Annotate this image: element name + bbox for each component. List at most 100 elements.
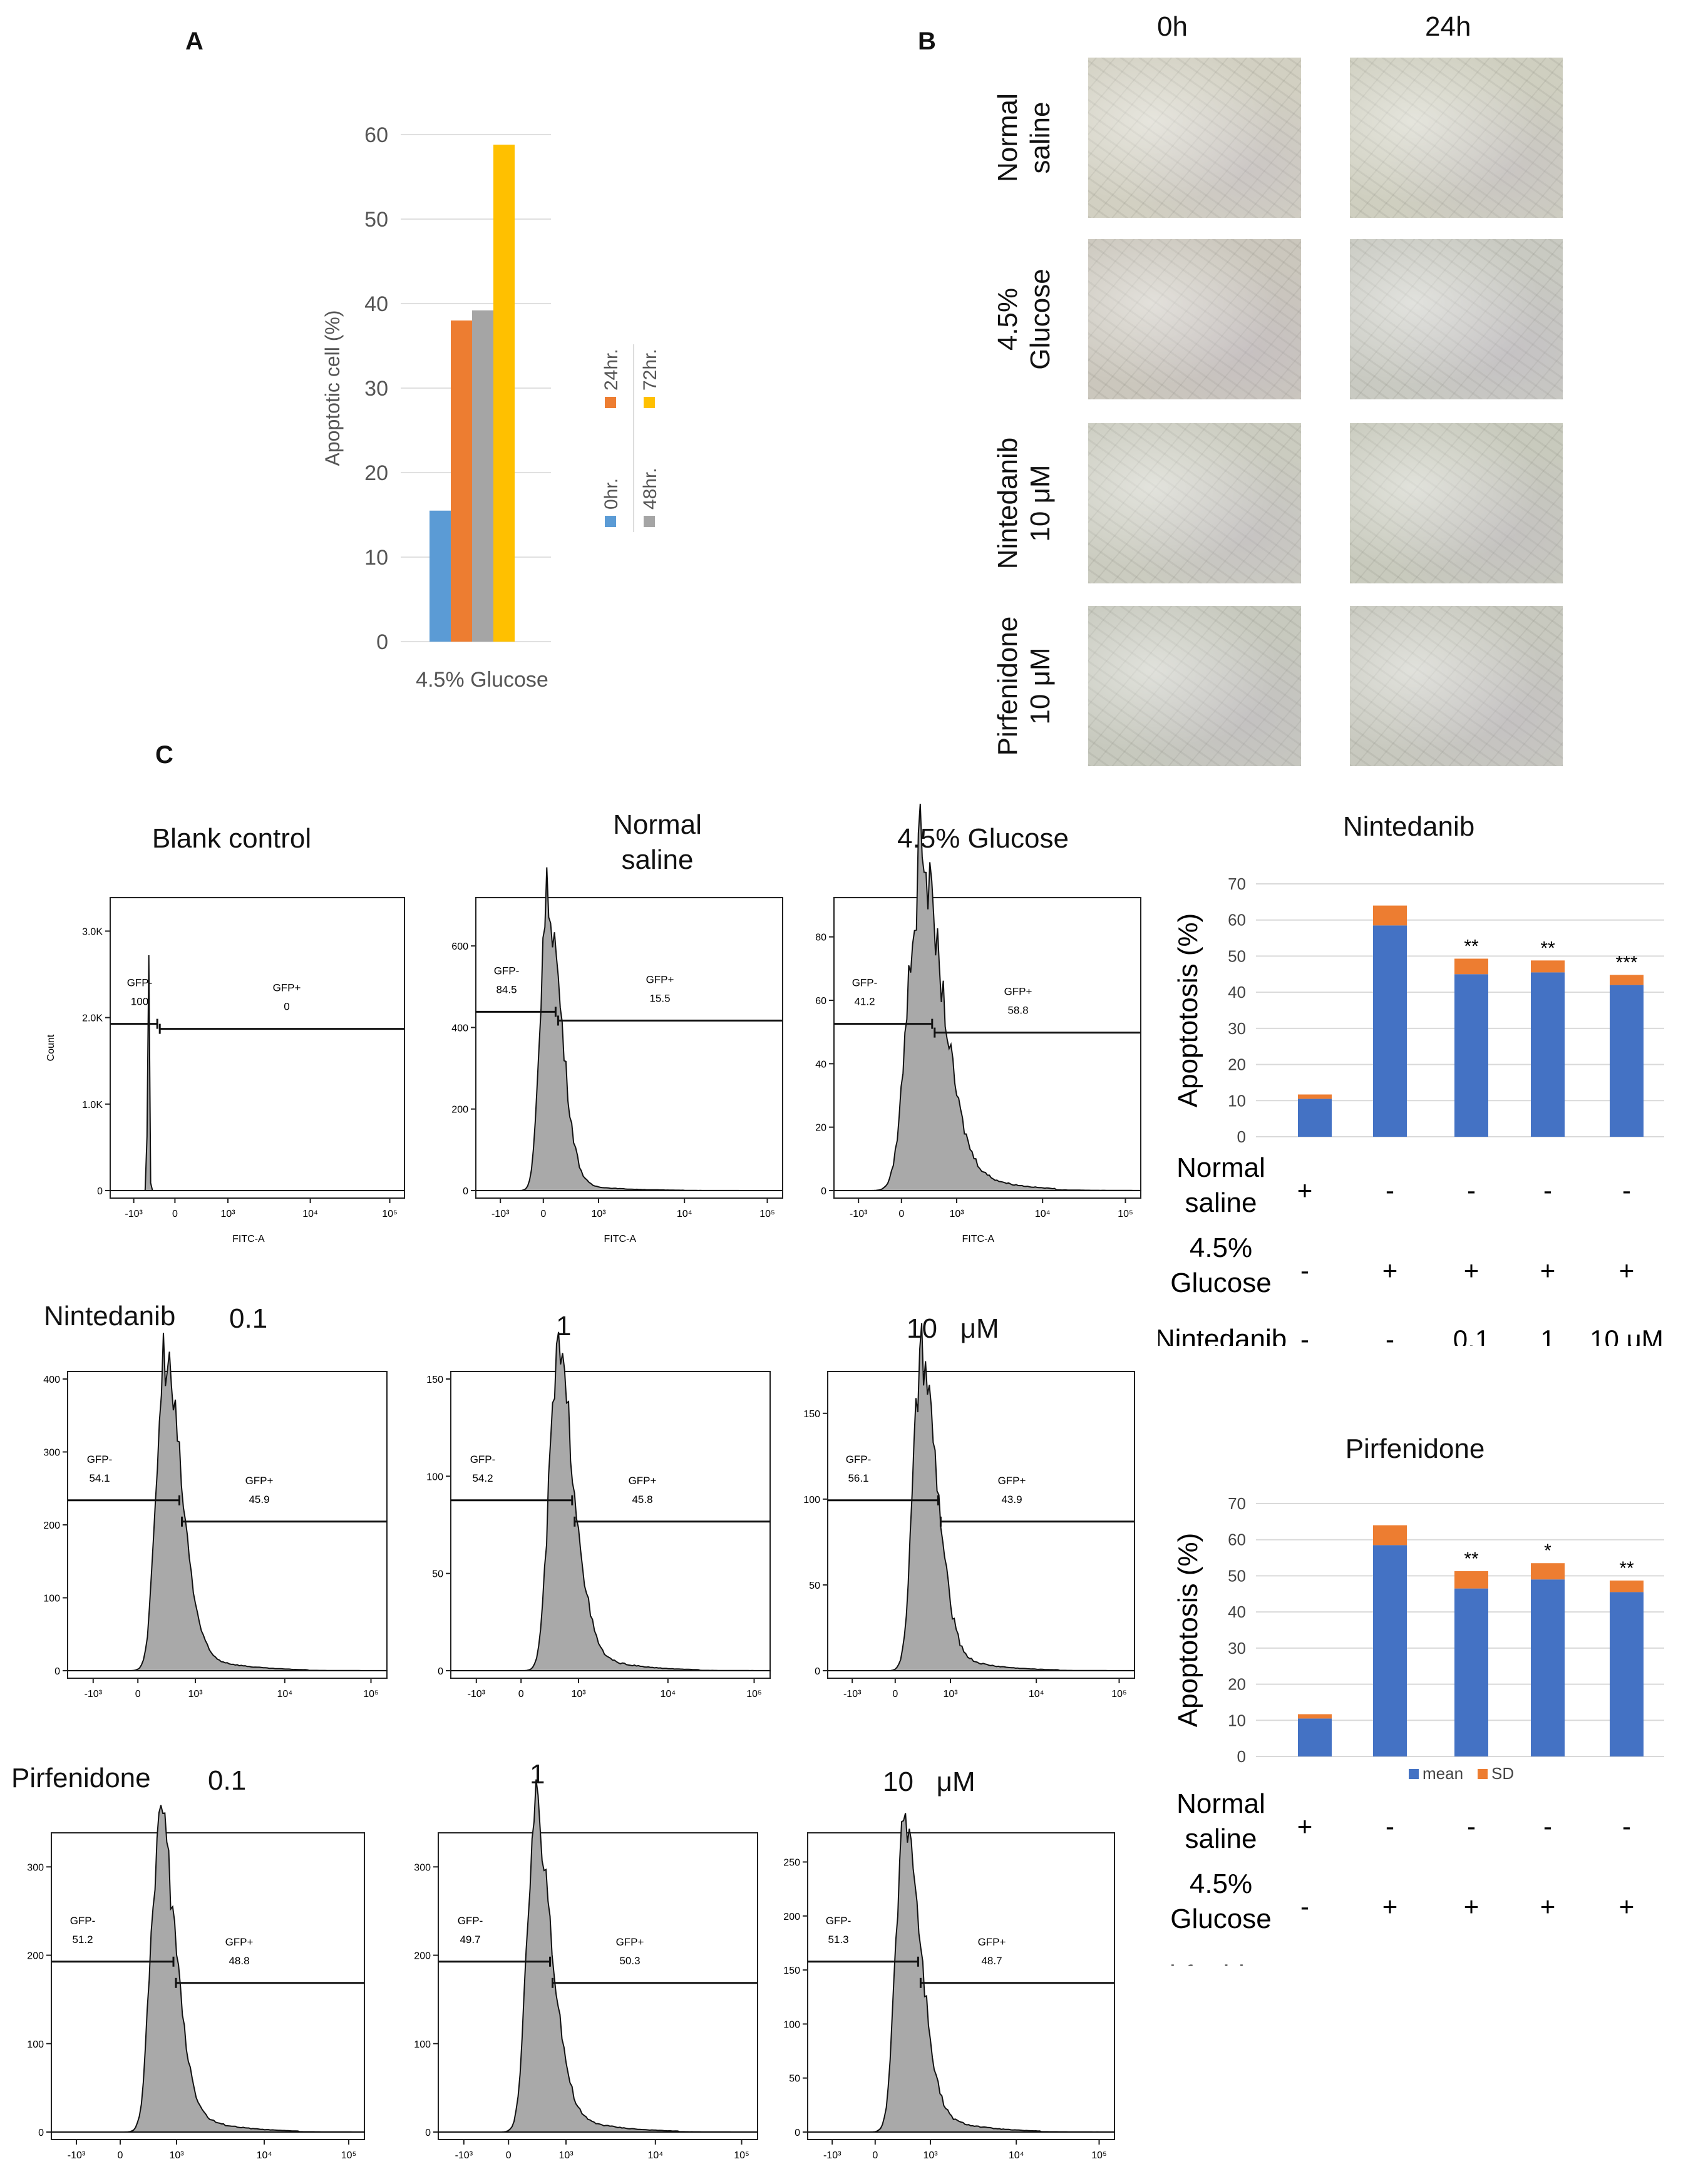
y-tick-label: 10 (364, 546, 388, 570)
y-tick-label: 3.0K (82, 926, 103, 937)
condition-value: + (1619, 1256, 1635, 1285)
gate-label: GFP+ (616, 1936, 644, 1948)
x-category-label: 4.5% Glucose (416, 668, 548, 692)
histogram-nin10: 0 50 100 150 -10³ 0 10³ 10⁴ 10⁵ GFP- 56.1 GFP+ 43.9 (803, 1323, 1135, 1700)
legend-label: 0hr. (601, 478, 622, 510)
y-tick-label: 200 (414, 1951, 431, 1962)
condition-value: - (1300, 1256, 1309, 1285)
y-tick-label: 150 (803, 1409, 820, 1420)
condition-value: + (1540, 1892, 1556, 1921)
y-tick-label: 30 (1228, 1019, 1246, 1038)
x-tick-label: 0 (892, 1689, 898, 1700)
histogram-nin1: 0 50 100 150 -10³ 0 10³ 10⁴ 10⁵ GFP- 54.2 GFP+ 45.8 (426, 1331, 771, 1700)
x-tick-label: 10⁵ (759, 1209, 774, 1219)
x-tick-label: 0 (898, 1209, 904, 1219)
y-tick-label: 50 (809, 1581, 820, 1591)
gate-label: GFP+ (629, 1475, 657, 1487)
pirfenidone-dose-1: 0.1 (208, 1765, 247, 1796)
condition-value: 1 (1540, 1325, 1555, 1346)
x-tick-label: -10³ (850, 1209, 868, 1219)
gate-label: GFP+ (998, 1475, 1026, 1487)
x-tick-label: 10⁴ (257, 2150, 272, 2161)
x-tick-label: 10³ (188, 1689, 203, 1700)
mean-bar (1373, 925, 1407, 1137)
condition-value: - (1300, 1961, 1309, 1966)
y-tick-label: 100 (803, 1495, 820, 1505)
y-tick-label: 200 (43, 1520, 60, 1531)
gfp-negative-value: 56.1 (848, 1472, 868, 1484)
gate-label: GFP+ (225, 1936, 254, 1948)
condition-value: 10 μM (1590, 1961, 1664, 1966)
y-tick-label: 60 (1228, 911, 1246, 930)
y-tick-label: 2.0K (82, 1013, 103, 1024)
condition-value: - (1543, 1176, 1552, 1205)
micrograph-image (1088, 58, 1301, 218)
significance-mark: *** (1615, 952, 1637, 973)
gfp-positive-value: 48.7 (981, 1955, 1002, 1967)
y-tick-label: 70 (1228, 1494, 1246, 1513)
condition-label: 4.5% (1190, 1233, 1252, 1263)
condition-value: - (1467, 1812, 1476, 1841)
y-tick-label: 10 (1228, 1711, 1246, 1730)
y-tick-label: 100 (783, 2019, 800, 2030)
condition-value: 1 (1540, 1961, 1555, 1966)
x-tick-label: -10³ (468, 1689, 486, 1700)
x-axis-label: FITC-A (604, 1234, 637, 1244)
y-tick-label: 40 (1228, 983, 1246, 1002)
condition-value: + (1382, 1256, 1398, 1285)
histogram-saline: 0 200 400 600 -10³ 0 10³ 10⁴ 10⁵ FITC-A GFP- 84.5 GF… (451, 867, 783, 1244)
gfp-positive-value: 0 (284, 1001, 289, 1013)
plot-frame (807, 1832, 1115, 2140)
y-tick-label: 50 (364, 208, 388, 232)
legend-label: 48hr. (640, 468, 661, 510)
condition-label: Pirfenidone (1158, 1960, 1290, 1966)
y-tick-label: 10 (1228, 1091, 1246, 1110)
y-tick-label: 50 (1228, 1566, 1246, 1585)
x-tick-label: 10³ (571, 1689, 586, 1700)
y-tick-label: 50 (432, 1569, 443, 1580)
histogram-blank: 0 1.0K 2.0K 3.0K -10³ 0 10³ 10⁴ 10⁵ FITC-A Count GF… (46, 897, 405, 1244)
condition-value: + (1540, 1256, 1556, 1285)
y-tick-label: 40 (815, 1059, 826, 1070)
y-tick-label: 0 (1237, 1127, 1246, 1146)
histogram-pir01: 0 100 200 300 -10³ 0 10³ 10⁴ 10⁵ GFP- 51.2 GFP+ 48.8 (27, 1805, 365, 2161)
x-tick-label: 10⁴ (277, 1689, 292, 1700)
y-tick-label: 0 (425, 2128, 431, 2138)
plot-frame (438, 1832, 758, 2140)
significance-mark: ** (1464, 936, 1479, 956)
histogram-glucose: 0 20 40 60 80 -10³ 0 10³ 10⁴ 10⁵ FITC-A GFP- 41.2 GFP… (815, 803, 1141, 1244)
micrograph-image (1088, 606, 1301, 766)
legend-swatch-mean (1409, 1769, 1419, 1779)
y-tick-label: 60 (815, 996, 826, 1007)
x-tick-label: 10⁵ (1118, 1209, 1133, 1219)
histogram-fill (438, 1779, 758, 2133)
condition-value: - (1300, 1325, 1309, 1346)
y-tick-label: 0 (376, 630, 388, 654)
y-tick-label: 0 (463, 1186, 468, 1197)
histogram-fill (51, 1805, 365, 2133)
y-tick-label: 20 (1228, 1675, 1246, 1694)
gfp-positive-value: 58.8 (1007, 1005, 1028, 1017)
mean-bar (1298, 1718, 1332, 1756)
condition-label: Normal (1176, 1152, 1265, 1183)
y-axis-label: Count (46, 1034, 56, 1061)
x-tick-label: 10⁵ (1111, 1689, 1126, 1700)
y-tick-label: 300 (414, 1862, 431, 1873)
x-tick-label: 10⁵ (382, 1209, 397, 1219)
gfp-negative-value: 51.3 (828, 1934, 848, 1946)
histogram-pir1: 0 100 200 300 -10³ 0 10³ 10⁴ 10⁵ GFP- 49.7 GFP+ 50.3 (414, 1779, 758, 2161)
x-tick-label: -10³ (85, 1689, 103, 1700)
y-tick-label: 0 (815, 1666, 820, 1677)
x-tick-label: 10⁴ (647, 2150, 663, 2161)
x-tick-label: 10³ (220, 1209, 235, 1219)
column-header-blank: Blank control (152, 823, 312, 854)
gate-label: GFP+ (646, 973, 674, 985)
x-tick-label: 10⁴ (302, 1209, 318, 1219)
condition-label: saline (1185, 1823, 1257, 1854)
histogram-fill (451, 1331, 771, 1671)
condition-value: + (1619, 1892, 1635, 1921)
condition-value: - (1386, 1961, 1394, 1966)
condition-value: - (1386, 1325, 1394, 1346)
x-axis-label: FITC-A (962, 1234, 995, 1244)
